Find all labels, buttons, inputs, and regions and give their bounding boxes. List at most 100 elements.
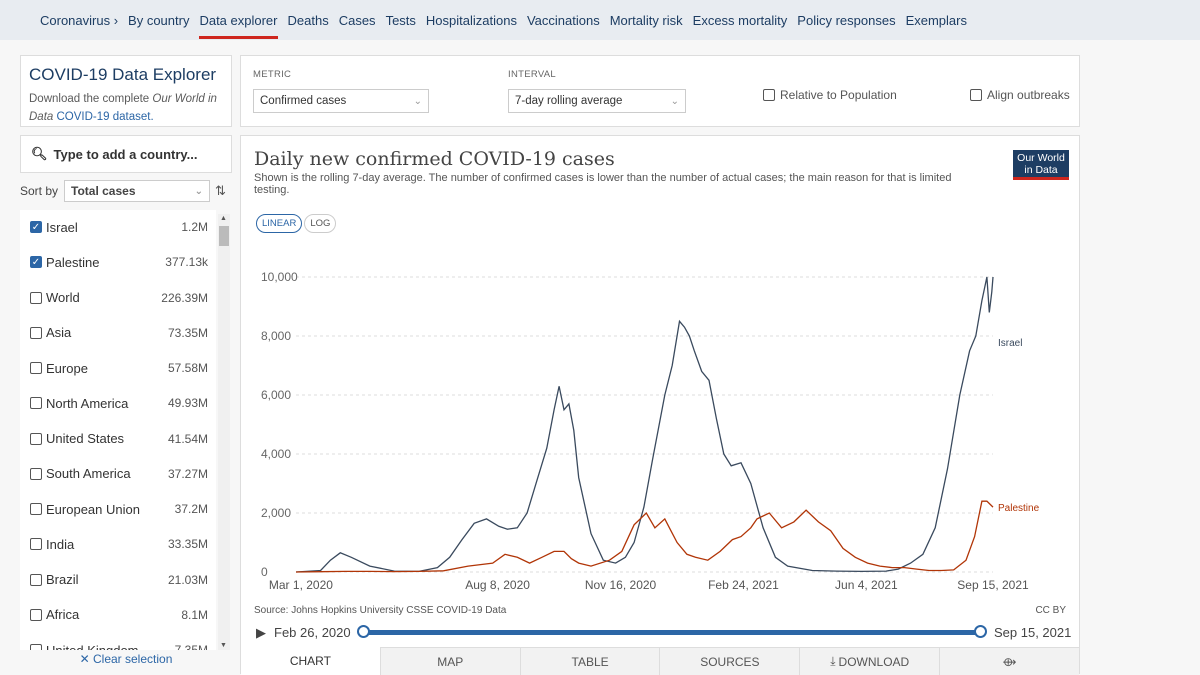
country-row[interactable]: South America 37.27M bbox=[20, 457, 216, 492]
checkbox-icon[interactable]: ✓ bbox=[30, 221, 42, 234]
series-label-palestine: Palestine bbox=[998, 503, 1040, 514]
clear-selection-button[interactable]: ✕ Clear selection bbox=[79, 652, 173, 666]
country-name: United States bbox=[46, 431, 125, 447]
chevron-down-icon: ⌄ bbox=[413, 95, 422, 107]
country-row[interactable]: ✓ Palestine 377.13k bbox=[20, 245, 216, 281]
owid-logo-line2: in Data bbox=[1024, 164, 1058, 176]
country-row[interactable]: Asia 73.35M bbox=[20, 316, 216, 351]
country-row[interactable]: World 226.39M bbox=[20, 281, 216, 316]
checkbox-icon[interactable] bbox=[30, 608, 42, 621]
sort-order-icon[interactable]: ⇅ bbox=[215, 183, 226, 198]
chevron-down-icon: ⌄ bbox=[194, 185, 204, 197]
country-name: North America bbox=[46, 395, 129, 411]
y-tick-label: 10,000 bbox=[261, 270, 298, 284]
relative-to-population-checkbox[interactable]: Relative to Population bbox=[763, 88, 897, 102]
nav-exemplars[interactable]: Exemplars bbox=[905, 12, 967, 28]
y-tick-label: 2,000 bbox=[261, 506, 291, 520]
nav-data-explorer[interactable]: Data explorer bbox=[199, 12, 278, 39]
checkbox-icon[interactable] bbox=[30, 573, 42, 586]
tab-share[interactable]: ⟴ bbox=[939, 647, 1079, 675]
metric-select[interactable]: Confirmed cases ⌄ bbox=[253, 89, 429, 113]
country-row[interactable]: India 33.35M bbox=[20, 527, 216, 563]
checkbox-icon[interactable] bbox=[30, 538, 42, 551]
timeline-end-handle[interactable] bbox=[974, 625, 987, 638]
checkbox-icon[interactable] bbox=[30, 291, 42, 304]
scroll-thumb[interactable] bbox=[219, 226, 229, 246]
license-label[interactable]: CC BY bbox=[1035, 605, 1066, 616]
nav-deaths[interactable]: Deaths bbox=[287, 12, 329, 28]
country-total: 41.54M bbox=[167, 431, 208, 446]
tab-sources[interactable]: SOURCES bbox=[659, 647, 800, 675]
interval-select[interactable]: 7-day rolling average ⌄ bbox=[508, 89, 686, 113]
play-icon[interactable]: ▶ bbox=[256, 625, 266, 640]
timeline-bar[interactable] bbox=[362, 630, 979, 635]
timeline-start-handle[interactable] bbox=[357, 625, 370, 638]
country-list-scrollbar[interactable]: ▲ ▼ bbox=[218, 214, 230, 650]
tab-download[interactable]: ⤓ DOWNLOAD bbox=[799, 647, 940, 675]
country-total: 377.13k bbox=[165, 255, 208, 270]
chart-source: Source: Johns Hopkins University CSSE CO… bbox=[254, 605, 507, 616]
intro-text-lead: Download the complete bbox=[29, 93, 153, 105]
checkbox-icon[interactable]: ✓ bbox=[30, 256, 42, 269]
nav-by-country[interactable]: By country bbox=[128, 12, 190, 28]
country-row[interactable]: European Union 37.2M bbox=[20, 492, 216, 528]
nav-vaccinations[interactable]: Vaccinations bbox=[526, 12, 600, 28]
log-scale-button[interactable]: LOG bbox=[304, 214, 337, 233]
checkbox-icon[interactable] bbox=[30, 467, 42, 480]
scroll-up-icon[interactable]: ▲ bbox=[220, 215, 227, 222]
nav-mortality-risk[interactable]: Mortality risk bbox=[609, 12, 683, 28]
chart-tabs: CHART MAP TABLE SOURCES ⤓ DOWNLOAD ⟴ bbox=[241, 647, 1079, 675]
y-tick-label: 6,000 bbox=[261, 388, 291, 402]
checkbox-icon[interactable] bbox=[30, 326, 42, 339]
nav-policy-responses[interactable]: Policy responses bbox=[797, 12, 896, 28]
timeline-end: Sep 15, 2021 bbox=[994, 625, 1072, 640]
owid-logo[interactable]: Our World in Data bbox=[1013, 150, 1069, 180]
tab-chart[interactable]: CHART bbox=[241, 647, 380, 675]
sort-row: Sort by Total cases ⌄ ⇅ bbox=[20, 179, 232, 203]
checkbox-icon[interactable] bbox=[30, 397, 42, 410]
nav-tests[interactable]: Tests bbox=[385, 12, 416, 28]
checkbox-icon bbox=[763, 89, 775, 101]
intro-panel: COVID-19 Data Explorer Download the comp… bbox=[20, 55, 232, 127]
download-icon: ⤓ bbox=[830, 654, 836, 668]
checkbox-icon[interactable] bbox=[30, 432, 42, 445]
country-search[interactable]: 🔍︎ Type to add a country... bbox=[20, 135, 232, 173]
country-row[interactable]: United Kingdom 7.35M bbox=[20, 633, 216, 650]
checkbox-icon[interactable] bbox=[30, 362, 42, 375]
country-total: 49.93M bbox=[167, 396, 208, 411]
nav-hospitalizations[interactable]: Hospitalizations bbox=[425, 12, 517, 28]
metric-value: Confirmed cases bbox=[260, 95, 347, 107]
nav-excess-mortality[interactable]: Excess mortality bbox=[692, 12, 788, 28]
country-name-wrap: Europe bbox=[30, 361, 88, 376]
intro-text: Download the complete Our World in Data … bbox=[29, 90, 223, 126]
country-name: Europe bbox=[46, 360, 88, 376]
align-label: Align outbreaks bbox=[987, 88, 1070, 102]
country-name: European Union bbox=[46, 501, 140, 517]
align-outbreaks-checkbox[interactable]: Align outbreaks bbox=[970, 88, 1070, 102]
country-name: Africa bbox=[46, 607, 80, 623]
tab-map[interactable]: MAP bbox=[379, 647, 520, 675]
country-name: Israel bbox=[46, 219, 78, 235]
country-total: 21.03M bbox=[167, 572, 208, 587]
scroll-down-icon[interactable]: ▼ bbox=[220, 642, 227, 649]
dataset-link[interactable]: COVID-19 dataset. bbox=[56, 111, 154, 123]
country-name-wrap: India bbox=[30, 537, 74, 552]
country-row[interactable]: Africa 8.1M bbox=[20, 598, 216, 633]
country-row[interactable]: Brazil 21.03M bbox=[20, 563, 216, 598]
nav-cases[interactable]: Cases bbox=[338, 12, 376, 28]
tab-table[interactable]: TABLE bbox=[519, 647, 660, 675]
nav-brand[interactable]: Coronavirus › bbox=[40, 12, 119, 28]
checkbox-icon[interactable] bbox=[30, 503, 42, 516]
controls-panel: METRIC Confirmed cases ⌄ INTERVAL 7-day … bbox=[240, 55, 1080, 127]
country-row[interactable]: North America 49.93M bbox=[20, 386, 216, 422]
country-row[interactable]: Europe 57.58M bbox=[20, 351, 216, 387]
checkbox-icon[interactable] bbox=[30, 644, 42, 650]
owid-logo-line1: Our World bbox=[1017, 152, 1065, 164]
linear-scale-button[interactable]: LINEAR bbox=[256, 214, 303, 233]
line-chart: 0 2,000 4,000 6,000 8,000 10,000 Mar 1, 2020 Au… bbox=[261, 270, 1040, 592]
country-row[interactable]: United States 41.54M bbox=[20, 422, 216, 457]
country-row[interactable]: ✓ Israel 1.2M bbox=[20, 210, 216, 246]
chevron-down-icon: ⌄ bbox=[670, 95, 679, 107]
sort-select[interactable]: Total cases ⌄ bbox=[64, 180, 211, 202]
country-name-wrap: South America bbox=[30, 466, 131, 481]
